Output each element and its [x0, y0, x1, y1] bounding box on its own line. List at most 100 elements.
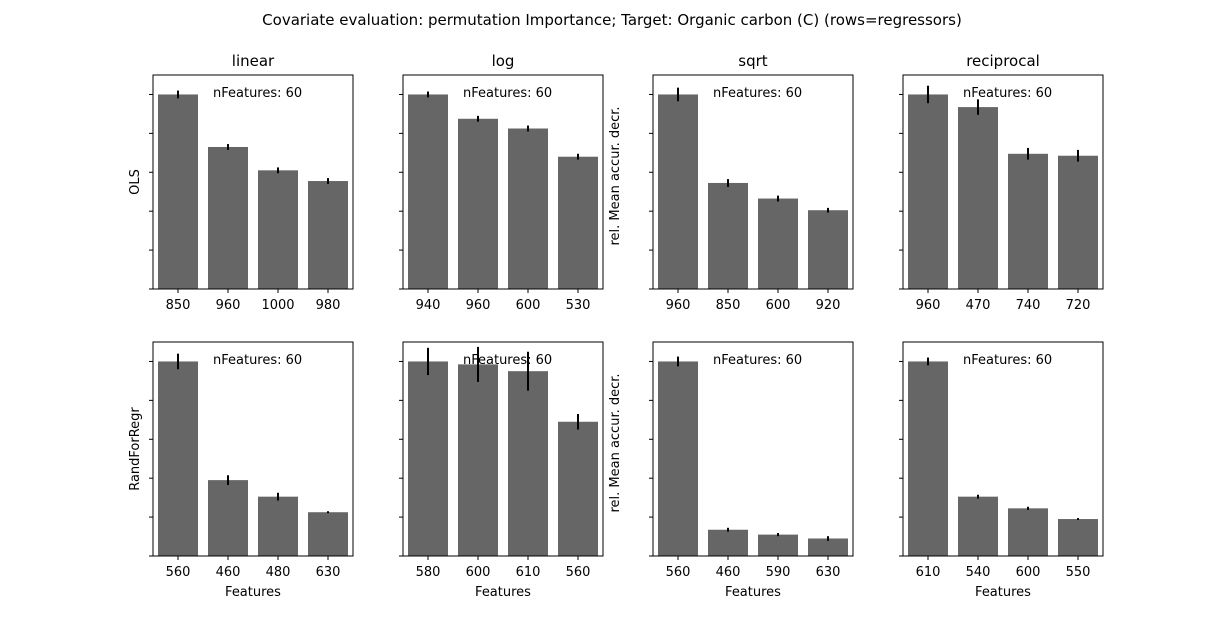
- bar: [908, 361, 948, 556]
- x-tick-label: 630: [316, 565, 341, 580]
- bar: [1058, 155, 1098, 289]
- bar: [208, 480, 248, 556]
- n-features-annotation: nFeatures: 60: [963, 353, 1052, 368]
- x-tick-label: 1000: [261, 298, 294, 313]
- x-axis-label: Features: [975, 585, 1031, 600]
- x-tick-label: 980: [316, 298, 341, 313]
- bar: [958, 107, 998, 289]
- bar: [808, 538, 848, 556]
- bar: [158, 94, 198, 289]
- n-features-annotation: nFeatures: 60: [713, 86, 802, 101]
- panels: 850 960 1000 980 nFeatures: 60 linear OLS 940 96…: [128, 52, 1104, 600]
- axes-frame: [652, 341, 854, 557]
- y-axis-label: rel. Mean accur. decr.: [608, 106, 623, 245]
- n-features-annotation: nFeatures: 60: [713, 353, 802, 368]
- row-label: OLS: [128, 169, 143, 195]
- x-tick-label: 960: [216, 298, 241, 313]
- bar: [658, 94, 698, 289]
- panel-randforregr-reciprocal: 610 540 600 550 nFeatures: 60 Features: [899, 341, 1104, 600]
- n-features-annotation: nFeatures: 60: [963, 86, 1052, 101]
- x-tick-label: 630: [816, 565, 841, 580]
- x-tick-label: 560: [566, 565, 591, 580]
- bar: [408, 94, 448, 289]
- axes-frame: [652, 74, 854, 290]
- bar: [908, 94, 948, 289]
- column-title: linear: [232, 52, 275, 70]
- x-tick-label: 850: [166, 298, 191, 313]
- bar: [958, 496, 998, 556]
- x-tick-label: 530: [566, 298, 591, 313]
- x-tick-label: 460: [216, 565, 241, 580]
- x-tick-label: 600: [516, 298, 541, 313]
- x-axis-label: Features: [225, 585, 281, 600]
- n-features-annotation: nFeatures: 60: [463, 353, 552, 368]
- x-tick-label: 580: [416, 565, 441, 580]
- x-tick-label: 850: [716, 298, 741, 313]
- bar: [1008, 508, 1048, 556]
- bar: [308, 512, 348, 556]
- panel-ols-sqrt: 960 850 600 920 nFeatures: 60 sqrt rel. Mean a…: [608, 52, 854, 313]
- column-title: log: [492, 52, 515, 70]
- x-tick-label: 460: [716, 565, 741, 580]
- n-features-annotation: nFeatures: 60: [463, 86, 552, 101]
- bar: [408, 361, 448, 556]
- bar: [508, 128, 548, 289]
- column-title: sqrt: [738, 52, 768, 70]
- bar: [258, 170, 298, 289]
- bar: [1058, 519, 1098, 556]
- x-axis-label: Features: [725, 585, 781, 600]
- bar: [558, 156, 598, 289]
- x-tick-label: 560: [666, 565, 691, 580]
- axes-frame: [402, 74, 604, 290]
- x-tick-label: 590: [766, 565, 791, 580]
- bar: [158, 361, 198, 556]
- bar: [658, 361, 698, 556]
- x-tick-label: 960: [466, 298, 491, 313]
- x-tick-label: 470: [966, 298, 991, 313]
- n-features-annotation: nFeatures: 60: [213, 86, 302, 101]
- y-axis-label: rel. Mean accur. decr.: [608, 373, 623, 512]
- row-label: RandForRegr: [128, 407, 143, 491]
- panel-ols-linear: 850 960 1000 980 nFeatures: 60 linear OLS: [128, 52, 354, 313]
- n-features-annotation: nFeatures: 60: [213, 353, 302, 368]
- axes-frame: [152, 341, 354, 557]
- x-tick-label: 540: [966, 565, 991, 580]
- x-tick-label: 720: [1066, 298, 1091, 313]
- panel-ols-log: 940 960 600 530 nFeatures: 60 log: [399, 52, 604, 313]
- panel-randforregr-linear: 560 460 480 630 nFeatures: 60 Features RandFor…: [128, 341, 354, 600]
- bar: [258, 496, 298, 556]
- figure-title: Covariate evaluation: permutation Import…: [262, 11, 962, 29]
- bar: [558, 421, 598, 556]
- x-tick-label: 600: [766, 298, 791, 313]
- x-tick-label: 940: [416, 298, 441, 313]
- x-tick-label: 920: [816, 298, 841, 313]
- bar: [208, 146, 248, 289]
- panel-randforregr-sqrt: 560 460 590 630 nFeatures: 60 Features rel. Me…: [608, 341, 854, 600]
- bar: [458, 118, 498, 289]
- panel-ols-reciprocal: 960 470 740 720 nFeatures: 60 reciprocal: [899, 52, 1104, 313]
- x-tick-label: 600: [466, 565, 491, 580]
- axes-frame: [402, 341, 604, 557]
- bar: [758, 534, 798, 556]
- x-tick-label: 550: [1066, 565, 1091, 580]
- axes-frame: [152, 74, 354, 290]
- x-tick-label: 740: [1016, 298, 1041, 313]
- x-tick-label: 480: [266, 565, 291, 580]
- axes-frame: [902, 341, 1104, 557]
- panel-randforregr-log: 580 600 610 560 nFeatures: 60 Features: [399, 341, 604, 600]
- bar: [308, 181, 348, 289]
- axes-frame: [902, 74, 1104, 290]
- column-title: reciprocal: [966, 52, 1040, 70]
- x-tick-label: 960: [916, 298, 941, 313]
- x-tick-label: 560: [166, 565, 191, 580]
- bar: [758, 198, 798, 289]
- bar: [708, 182, 748, 289]
- bar: [1008, 153, 1048, 289]
- x-tick-label: 610: [516, 565, 541, 580]
- x-tick-label: 610: [916, 565, 941, 580]
- bar: [458, 364, 498, 556]
- x-axis-label: Features: [475, 585, 531, 600]
- x-tick-label: 960: [666, 298, 691, 313]
- bar: [508, 371, 548, 556]
